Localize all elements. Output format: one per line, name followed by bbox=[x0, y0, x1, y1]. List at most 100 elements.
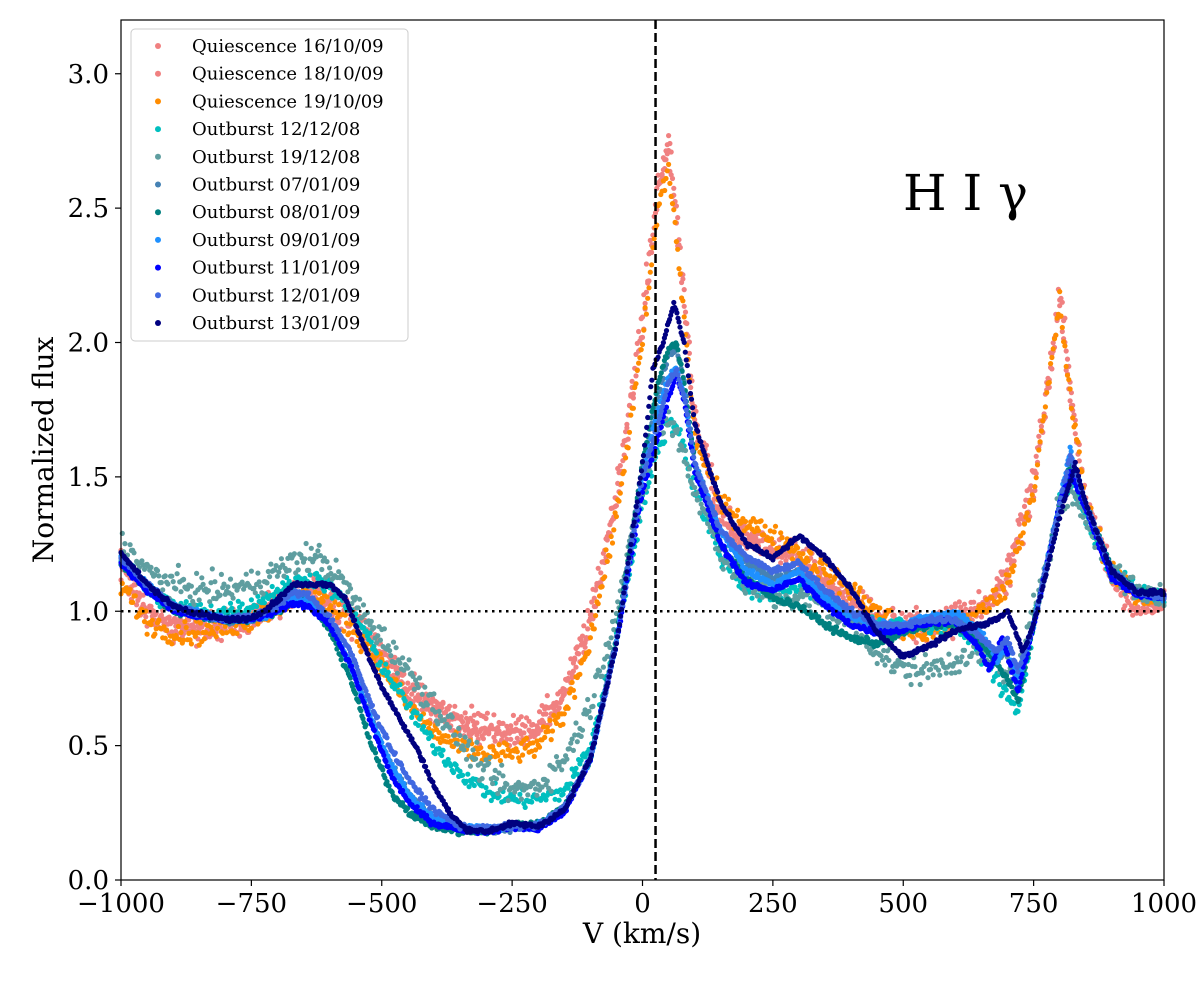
data-point bbox=[504, 736, 510, 742]
data-point bbox=[548, 737, 554, 743]
data-point bbox=[260, 591, 266, 597]
data-point bbox=[402, 698, 408, 704]
data-point bbox=[360, 602, 367, 608]
data-point bbox=[407, 701, 413, 707]
data-point bbox=[406, 657, 412, 663]
data-point bbox=[783, 557, 789, 564]
data-point bbox=[505, 797, 511, 804]
data-point bbox=[175, 562, 181, 569]
data-point bbox=[913, 604, 919, 611]
data-point bbox=[222, 623, 228, 629]
data-point bbox=[1050, 346, 1056, 352]
data-point bbox=[486, 760, 492, 766]
data-point bbox=[460, 772, 466, 778]
data-point bbox=[496, 728, 502, 734]
data-point bbox=[958, 659, 964, 665]
data-point bbox=[577, 671, 583, 677]
data-point bbox=[899, 610, 905, 617]
data-point bbox=[475, 751, 481, 757]
data-point bbox=[342, 612, 348, 618]
data-point bbox=[218, 637, 224, 644]
data-point bbox=[1075, 439, 1081, 445]
data-point bbox=[439, 752, 445, 759]
data-point bbox=[669, 201, 676, 207]
data-point bbox=[291, 551, 297, 557]
data-point bbox=[808, 550, 814, 556]
data-point bbox=[978, 614, 985, 620]
data-point bbox=[956, 669, 962, 675]
data-point bbox=[645, 295, 651, 301]
data-point bbox=[639, 314, 646, 320]
data-point bbox=[169, 641, 175, 647]
data-point bbox=[553, 754, 560, 760]
data-point bbox=[209, 566, 215, 572]
data-point bbox=[153, 626, 159, 632]
data-point bbox=[611, 527, 617, 533]
data-point bbox=[332, 599, 338, 605]
data-point bbox=[220, 630, 226, 636]
data-point bbox=[570, 747, 577, 754]
data-point bbox=[501, 730, 507, 736]
data-point bbox=[561, 711, 567, 717]
data-point bbox=[415, 684, 421, 691]
data-point bbox=[131, 550, 137, 556]
data-point bbox=[961, 647, 968, 653]
data-point bbox=[595, 601, 601, 607]
data-point bbox=[480, 736, 486, 742]
data-point bbox=[1080, 514, 1086, 520]
data-point bbox=[188, 641, 194, 647]
data-point bbox=[139, 558, 145, 564]
data-point bbox=[800, 551, 806, 557]
data-point bbox=[578, 637, 584, 643]
data-point bbox=[390, 672, 397, 678]
data-point bbox=[639, 341, 646, 348]
data-point bbox=[375, 633, 381, 639]
data-point bbox=[694, 497, 700, 503]
data-point bbox=[543, 711, 549, 717]
data-point bbox=[576, 651, 582, 657]
data-point bbox=[735, 507, 741, 513]
data-point bbox=[478, 727, 484, 733]
data-point bbox=[877, 605, 883, 611]
data-point bbox=[821, 566, 827, 572]
data-point bbox=[531, 753, 537, 760]
data-point bbox=[156, 617, 162, 623]
data-point bbox=[666, 161, 672, 167]
data-point bbox=[1044, 390, 1050, 396]
data-point bbox=[243, 571, 249, 577]
data-point bbox=[560, 791, 566, 797]
data-point bbox=[197, 620, 204, 626]
data-point bbox=[194, 570, 200, 577]
data-point bbox=[377, 651, 383, 657]
data-point bbox=[586, 649, 592, 655]
data-point bbox=[956, 599, 962, 605]
data-point bbox=[663, 157, 669, 163]
data-point bbox=[1152, 605, 1158, 611]
data-point bbox=[319, 566, 325, 573]
data-point bbox=[474, 732, 480, 738]
data-point bbox=[417, 675, 423, 681]
data-point bbox=[415, 722, 421, 729]
data-point bbox=[199, 575, 205, 581]
data-point bbox=[725, 496, 732, 502]
data-point bbox=[852, 581, 858, 587]
data-point bbox=[441, 717, 447, 723]
data-point bbox=[573, 720, 579, 726]
data-point bbox=[154, 568, 161, 574]
data-point bbox=[591, 595, 597, 601]
data-point bbox=[912, 664, 918, 670]
data-point bbox=[1010, 568, 1016, 575]
data-point bbox=[158, 612, 164, 618]
data-point bbox=[667, 140, 673, 147]
data-point bbox=[201, 636, 207, 642]
data-point bbox=[491, 712, 497, 718]
data-point bbox=[754, 593, 760, 599]
data-point bbox=[316, 542, 322, 548]
data-point bbox=[663, 175, 669, 182]
data-point bbox=[445, 733, 451, 739]
data-point bbox=[234, 630, 240, 637]
data-point bbox=[778, 530, 784, 536]
data-point bbox=[208, 624, 214, 630]
data-point bbox=[697, 510, 703, 516]
data-point bbox=[770, 541, 776, 547]
